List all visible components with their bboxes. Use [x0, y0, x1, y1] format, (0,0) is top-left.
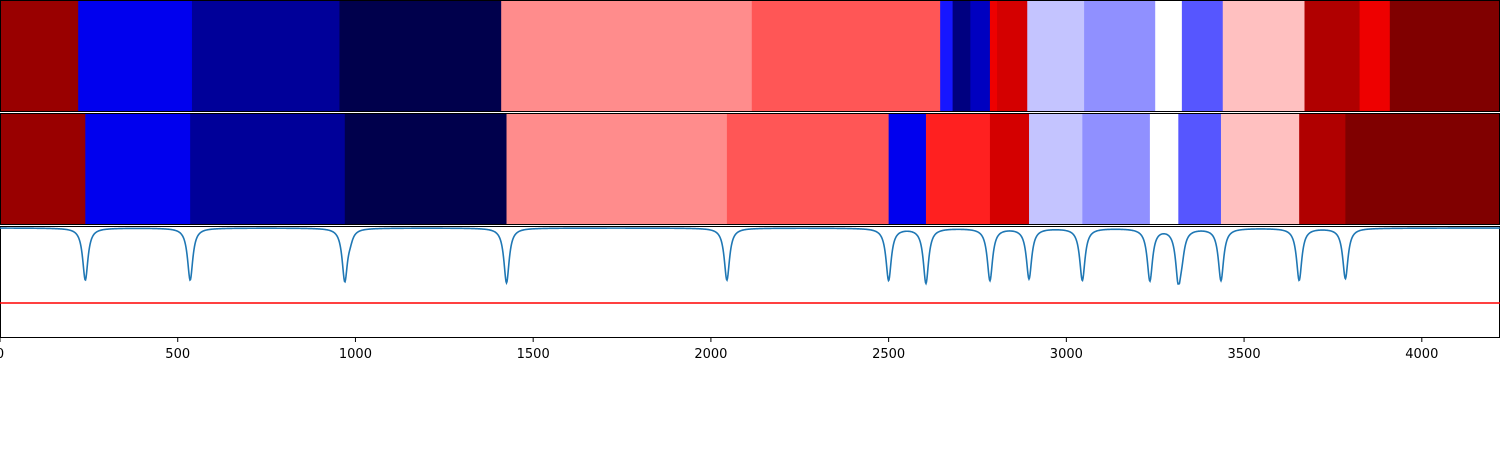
segment-row-2 — [0, 113, 1500, 225]
x-tick-label: 3500 — [1228, 347, 1261, 362]
segment-1-15 — [1181, 0, 1224, 112]
x-tick-label: 1000 — [339, 347, 372, 362]
segment-2-9 — [989, 113, 1030, 225]
segment-2-16 — [1345, 113, 1500, 225]
segment-2-13 — [1178, 113, 1222, 225]
x-axis: 0 500 1000 1500 2000 2500 3000 3500 4000 — [0, 338, 1438, 362]
segment-1-10 — [989, 0, 998, 112]
segment-1-12 — [1027, 0, 1085, 112]
segment-1-16 — [1222, 0, 1306, 112]
segment-1-7 — [940, 0, 954, 112]
segment-1-8 — [952, 0, 971, 112]
segment-2-14 — [1220, 113, 1300, 225]
segment-2-8 — [925, 113, 991, 225]
segment-2-2 — [85, 113, 191, 225]
segment-rows — [0, 0, 1500, 225]
segment-2-10 — [1029, 113, 1083, 225]
segment-1-17 — [1304, 0, 1361, 112]
x-tick-label: 2500 — [872, 347, 905, 362]
segment-1-6 — [751, 0, 941, 112]
segment-2-4 — [344, 113, 508, 225]
segment-1-14 — [1155, 0, 1183, 112]
segment-1-19 — [1389, 0, 1500, 112]
segment-1-18 — [1359, 0, 1391, 112]
segment-1-4 — [339, 0, 502, 112]
segment-2-3 — [190, 113, 346, 225]
segment-1-11 — [997, 0, 1028, 112]
segment-2-5 — [506, 113, 728, 225]
segment-2-12 — [1149, 113, 1179, 225]
segment-row-1 — [0, 0, 1500, 112]
x-tick-label: 1500 — [517, 347, 550, 362]
segment-1-13 — [1084, 0, 1156, 112]
segment-1-2 — [78, 0, 193, 112]
signal-series — [0, 227, 1500, 286]
segment-1-9 — [970, 0, 991, 112]
segment-2-7 — [888, 113, 927, 225]
x-tick-label: 4000 — [1405, 347, 1438, 362]
segment-1-3 — [191, 0, 341, 112]
segment-2-15 — [1299, 113, 1346, 225]
segment-2-1 — [0, 113, 86, 225]
x-tick-label: 3000 — [1050, 347, 1083, 362]
segment-2-11 — [1082, 113, 1151, 225]
segment-2-6 — [726, 113, 890, 225]
segment-1-1 — [0, 0, 79, 112]
signal-frame — [0, 226, 1500, 338]
x-tick-label: 500 — [165, 347, 190, 362]
segment-1-5 — [501, 0, 753, 112]
x-tick-label: 2000 — [694, 347, 727, 362]
x-tick-label: 0 — [0, 347, 4, 362]
signal-panel — [0, 226, 1500, 338]
